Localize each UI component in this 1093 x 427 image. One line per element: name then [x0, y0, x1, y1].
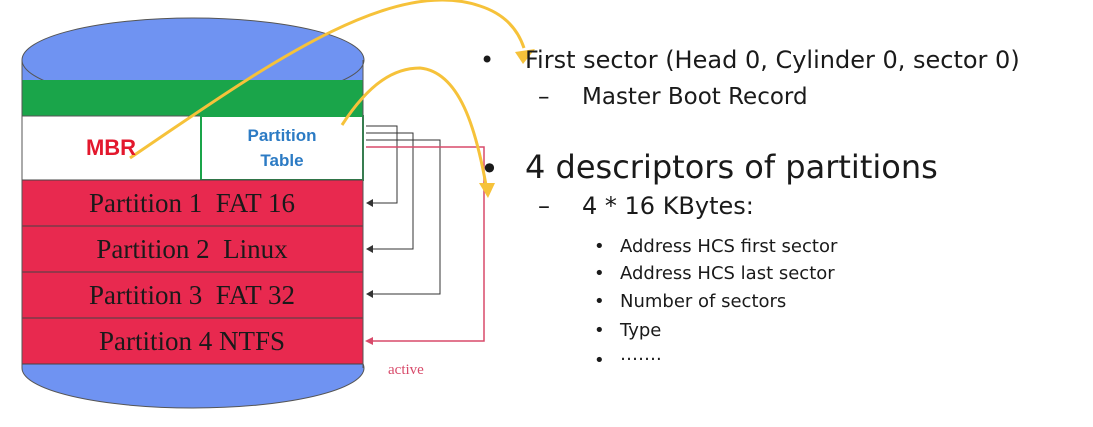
item-5-text: …….: [620, 344, 662, 365]
partition-2-label: Partition 2 Linux: [96, 233, 288, 264]
item-dot-4: •: [594, 320, 605, 341]
partition-table-curved-arrow: [340, 66, 488, 186]
partition-1-rect: [21, 179, 364, 227]
partition-2-rect: [21, 225, 364, 273]
partition-table-cell: [200, 115, 364, 181]
item-dot-3: •: [594, 291, 605, 312]
first-sector-sub-text: Master Boot Record: [582, 84, 808, 110]
partition-4-rect: [21, 317, 364, 365]
item-4-text: Type: [620, 320, 662, 341]
partition-1-label: Partition 1 FAT 16: [88, 187, 296, 218]
mbr-curved-arrow: [129, 0, 526, 160]
item-2-text: Address HCS last sector: [620, 263, 835, 284]
descriptors-text: 4 descriptors of partitions: [525, 148, 938, 186]
partition-table-label-line2: Table: [260, 151, 304, 170]
mbr-label: MBR: [85, 135, 137, 160]
mbr-cell: [21, 115, 202, 181]
partition-3-label: Partition 3 FAT 32: [88, 279, 296, 310]
descriptors-sub-text: 4 * 16 KBytes:: [582, 192, 754, 220]
first-sector-text: First sector (Head 0, Cylinder 0, sector…: [525, 46, 1020, 74]
partition-4-label: Partition 4 NTFS: [98, 325, 286, 356]
link-partition-1: [366, 125, 398, 204]
green-band: [22, 80, 363, 116]
item-1-text: Address HCS first sector: [620, 236, 838, 257]
mbr-arrow-head: [515, 49, 535, 64]
active-label: active: [388, 362, 424, 378]
item-dot-1: •: [594, 236, 605, 257]
active-arrowhead: [365, 337, 373, 345]
dash-2: –: [538, 192, 550, 220]
item-3-text: Number of sectors: [620, 291, 787, 312]
dash-1: –: [538, 84, 550, 110]
link-partition-4-active: [366, 146, 485, 342]
item-dot-5: •: [594, 350, 605, 371]
partition-table-label: Partition Table: [202, 117, 362, 179]
partition-links: [366, 125, 441, 295]
link-partition-3: [366, 139, 441, 295]
bullet-dot-2: •: [480, 150, 499, 188]
partition-table-arrow-head: [479, 183, 495, 198]
bullet-dot-1: •: [480, 46, 495, 74]
link-arrowheads: [366, 199, 373, 298]
link-partition-2: [366, 132, 414, 250]
partition-table-label-line1: Partition: [247, 126, 317, 145]
item-dot-2: •: [594, 263, 605, 284]
